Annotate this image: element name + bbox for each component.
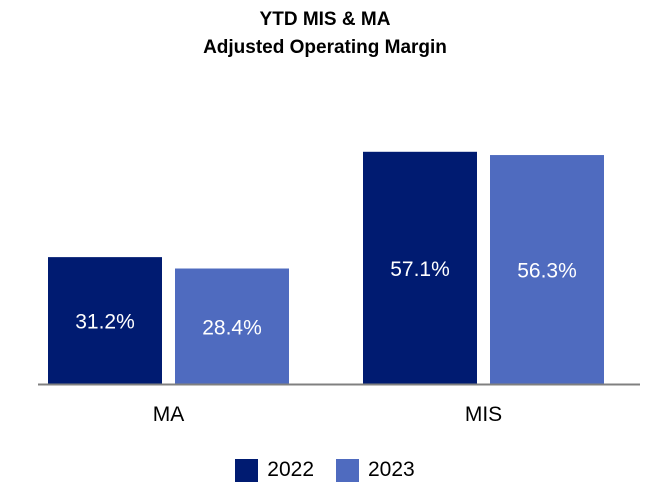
- data-label: 28.4%: [202, 316, 262, 339]
- x-tick-label: MIS: [465, 403, 502, 426]
- bar-MA-2023: [175, 268, 289, 384]
- legend-swatch-2023: [336, 458, 359, 482]
- legend-label-2023: 2023: [368, 458, 415, 481]
- bar-MA-2022: [48, 257, 162, 384]
- legend-swatch-2022: [235, 458, 259, 482]
- data-label: 31.2%: [75, 311, 135, 334]
- data-label: 57.1%: [390, 258, 450, 281]
- legend-item-2022: 2022: [235, 458, 314, 482]
- chart-title: YTD MIS & MA: [259, 9, 391, 30]
- chart-subtitle: Adjusted Operating Margin: [203, 37, 447, 58]
- bar-chart: 31.2% 57.1% 28.4% 56.3% MA MIS: [38, 151, 640, 426]
- legend-item-2023: 2023: [336, 458, 415, 482]
- x-tick-label: MA: [153, 403, 185, 426]
- legend: 2022 2023: [0, 458, 650, 482]
- legend-label-2022: 2022: [267, 458, 314, 481]
- bar-MIS-2023: [490, 155, 604, 384]
- bar-MIS-2022: [363, 151, 477, 384]
- data-label: 56.3%: [517, 260, 577, 283]
